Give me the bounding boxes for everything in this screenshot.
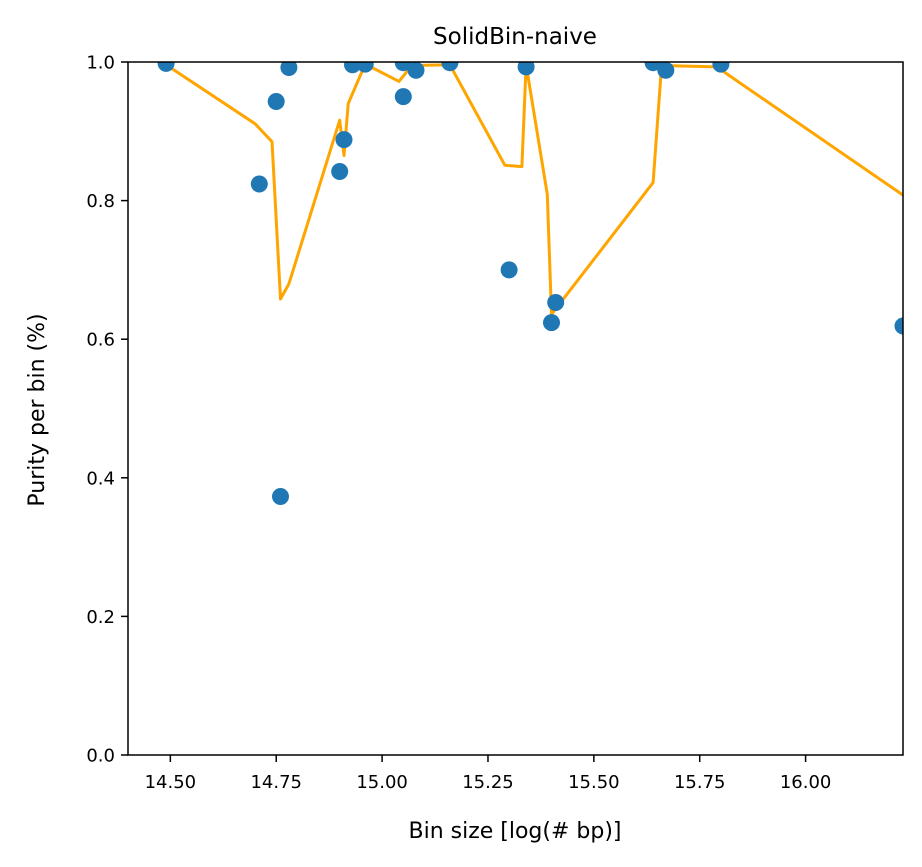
y-axis: 0.0 0.2 0.4 0.6 0.8 1.0 [86,53,128,767]
scatter-point [894,317,903,335]
scatter-point [543,314,560,332]
chart-title: SolidBin-naive [433,24,597,50]
x-tick-label: 14.75 [250,772,302,793]
scatter-point [356,62,374,73]
scatter-point [331,163,349,180]
x-tick-label: 16.00 [780,772,832,793]
x-axis-title: Bin size [log(# bp)] [408,819,621,844]
scatter-point [272,488,289,505]
scatter-point [712,62,730,73]
plot-frame [127,61,904,756]
scatter-point [547,294,565,311]
y-tick-label: 0.8 [86,191,115,212]
scatter-point [280,62,298,76]
y-tick-label: 0.0 [86,746,115,767]
scatter-point [157,62,175,72]
scatter-point [441,62,459,72]
scatter-point [657,62,675,79]
scatter-point [250,175,268,193]
y-tick-label: 0.6 [86,330,115,351]
scatter-layer [157,62,903,505]
x-tick-label: 15.25 [462,772,514,793]
y-tick-label: 0.2 [86,607,115,628]
scatter-point [394,88,412,106]
x-tick-label: 15.00 [356,772,408,793]
scatter-point [407,62,425,79]
x-tick-label: 15.50 [568,772,620,793]
plot-area [157,62,903,505]
y-tick-label: 0.4 [86,468,115,489]
x-axis: 14.50 14.75 15.00 15.25 15.50 15.75 16.00 [145,755,832,793]
x-tick-label: 15.75 [674,772,726,793]
scatter-point [335,131,353,149]
scatter-point [517,62,535,76]
scatter-point [644,62,662,72]
scatter-point [394,62,412,72]
scatter-point [267,93,285,110]
scatter-point [500,261,518,279]
x-tick-label: 14.50 [145,772,197,793]
y-tick-label: 1.0 [86,53,115,74]
y-axis-title: Purity per bin (%) [25,313,50,506]
